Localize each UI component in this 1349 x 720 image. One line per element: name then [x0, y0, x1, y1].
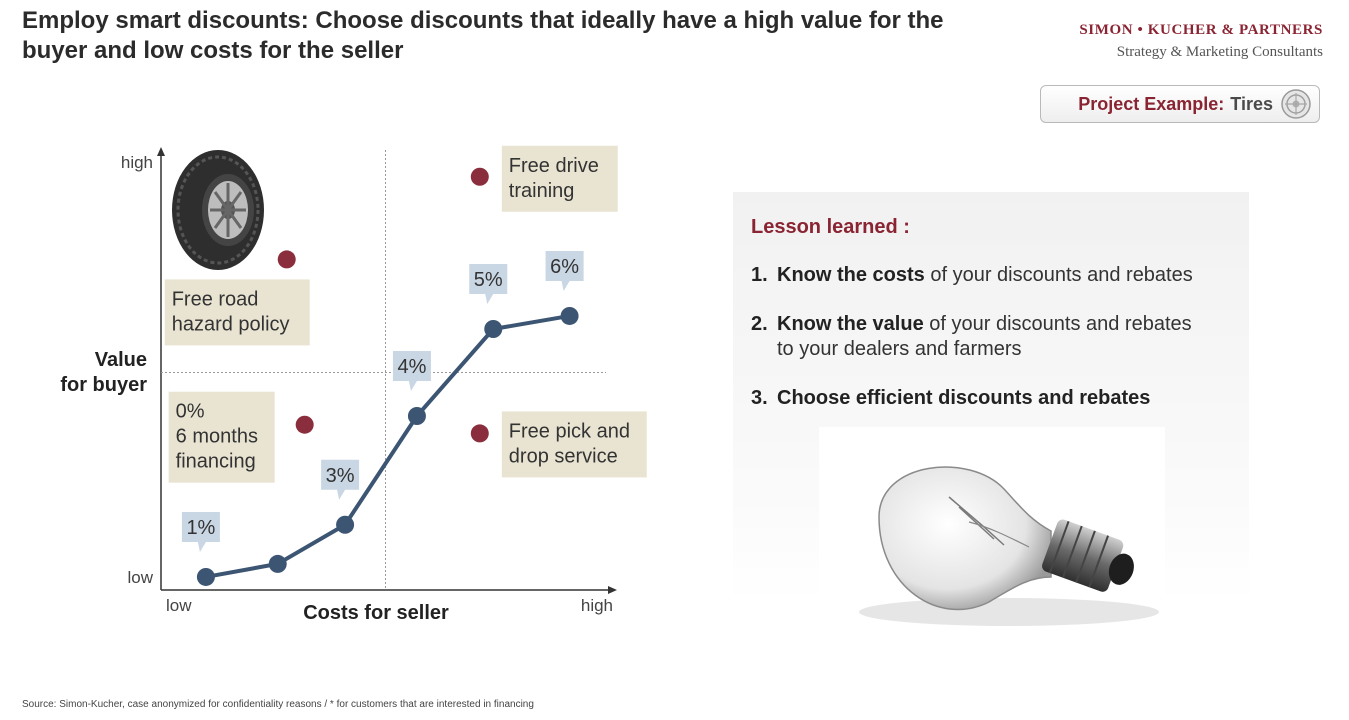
option-callout: Free drive training: [501, 145, 618, 212]
option-label: financing: [176, 451, 256, 473]
lesson-item-text: of your discounts and rebates: [924, 264, 1193, 286]
lesson-item-bold: Choose efficient discounts and rebates: [777, 387, 1151, 409]
discount-label-box: [321, 459, 360, 500]
slide-title: Employ smart discounts: Choose discounts…: [22, 7, 944, 64]
discount-label-box: [181, 511, 220, 552]
y-tick-high: high: [121, 153, 153, 172]
project-value: Tires: [1230, 93, 1273, 114]
discount-point: [268, 554, 287, 573]
y-axis-title-line2: for buyer: [60, 374, 147, 396]
option-dot: [470, 424, 489, 443]
x-axis-arrow: [608, 586, 617, 594]
lesson-item-number: 2.: [751, 313, 768, 335]
option-callout-box: [168, 391, 275, 483]
option-label: 0%: [176, 401, 205, 423]
discount-label-callout: 6%: [545, 250, 584, 291]
discount-point: [336, 515, 355, 534]
option-label: 6 months: [176, 426, 258, 448]
option-label: Free road: [172, 288, 259, 310]
discount-label: 6%: [550, 256, 579, 278]
discount-label: 1%: [186, 517, 215, 539]
lesson-item-bold: Know the costs: [777, 264, 925, 286]
project-label: Project Example:: [1078, 93, 1225, 114]
lesson-item-number: 3.: [751, 387, 768, 409]
y-axis-arrow: [157, 147, 165, 156]
option-dot: [277, 250, 296, 269]
x-axis-title: Costs for seller: [303, 602, 449, 624]
discount-label-box: [392, 351, 431, 391]
lesson-item-number: 1.: [751, 264, 768, 286]
option-callout: Free road hazard policy: [164, 279, 310, 346]
x-tick-high: high: [581, 596, 613, 615]
light-bulb-icon: [819, 427, 1165, 642]
option-callout-box: [164, 279, 310, 346]
y-tick-low: low: [127, 568, 153, 587]
discount-label-box: [469, 264, 508, 304]
project-example-badge: Project Example: Tires: [1040, 85, 1320, 123]
lesson-item-3: 3. Choose efficient discounts and rebates: [751, 386, 1150, 411]
brand-tagline: Strategy & Marketing Consultants: [1079, 42, 1323, 61]
discount-point: [484, 320, 503, 338]
option-callout: 0% 6 months financing: [168, 391, 275, 483]
option-callout-box: [501, 411, 647, 478]
lesson-item-2: 2. Know the value of your discounts and r…: [751, 312, 1192, 362]
tire-target-icon: [1281, 89, 1311, 119]
option-callout: Free pick and drop service: [501, 411, 647, 478]
option-label: Free pick and: [509, 420, 630, 442]
source-footnote: Source: Simon-Kucher, case anonymized fo…: [22, 699, 534, 710]
lesson-learned-panel: Lesson learned : 1. Know the costs of you…: [733, 192, 1249, 642]
discount-label: 3%: [326, 465, 355, 487]
brand-name: SIMON • KUCHER & PARTNERS: [1079, 22, 1323, 38]
lesson-item-1: 1. Know the costs of your discounts and r…: [751, 263, 1193, 288]
option-label: drop service: [509, 445, 618, 467]
discount-label-callout: 4%: [392, 351, 431, 391]
discount-point: [407, 407, 426, 425]
lesson-title: Lesson learned :: [751, 216, 910, 238]
discount-label-callout: 1%: [181, 511, 220, 552]
brand-logo: SIMON • KUCHER & PARTNERS Strategy & Mar…: [1079, 22, 1323, 61]
discount-point: [196, 567, 215, 586]
option-label: training: [509, 180, 575, 202]
discount-series-line: [205, 313, 570, 579]
lesson-item-text: of your discounts and rebates: [923, 313, 1192, 335]
discount-point: [560, 306, 579, 325]
x-tick-low: low: [166, 596, 192, 615]
discount-label: 5%: [474, 269, 503, 291]
lesson-item-text-line2: to your dealers and farmers: [777, 338, 1022, 360]
discount-label-box: [545, 250, 584, 291]
tire-illustration: [172, 150, 264, 270]
option-label: hazard policy: [172, 313, 290, 335]
discount-label: 4%: [397, 356, 426, 378]
option-callout-box: [501, 145, 618, 212]
discount-value-cost-chart: high low low high Value for buyer Costs …: [60, 145, 647, 624]
discount-label-callout: 5%: [469, 264, 508, 304]
option-dot: [470, 167, 489, 186]
y-axis-title-line1: Value: [95, 349, 147, 371]
option-label: Free drive: [509, 155, 599, 177]
discount-label-callout: 3%: [321, 459, 360, 500]
option-dot: [295, 415, 314, 434]
lesson-item-bold: Know the value: [777, 313, 924, 335]
